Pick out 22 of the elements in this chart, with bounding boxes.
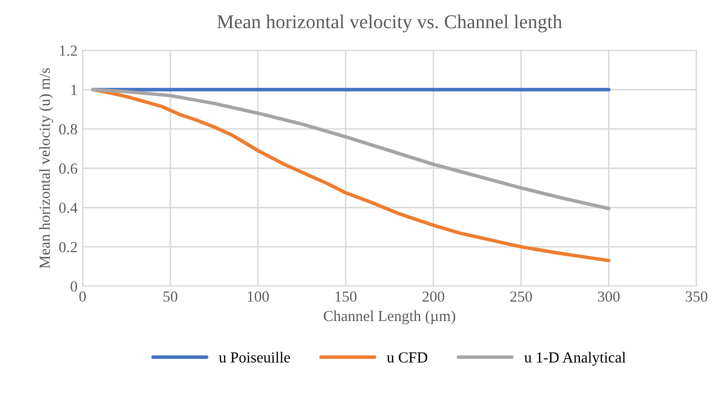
x-tick-label: 150 (336, 291, 357, 302)
y-tick-label: 0 (70, 281, 78, 292)
y-tick-label: 0.6 (59, 163, 78, 174)
y-tick-label: 1 (71, 84, 77, 95)
x-tick-label: 0 (79, 291, 86, 302)
y-tick-label: 0.8 (59, 124, 78, 134)
legend-label: u Poiseuille (218, 352, 290, 363)
y-tick-label: 0.4 (59, 202, 78, 214)
x-tick-label: 200 (422, 291, 444, 302)
legend-label: u 1-D Analytical (524, 352, 626, 366)
y-axis-title: Mean horizontal velocity (u) m/s (39, 68, 54, 268)
x-tick-label: 50 (164, 291, 178, 302)
line-series (91, 88, 610, 210)
x-tick-label: 100 (248, 291, 269, 302)
x-tick-label: 250 (510, 291, 532, 302)
y-tick-label: 0.2 (59, 242, 77, 252)
x-axis-title: Channel Length (µm) (324, 310, 456, 324)
legend-label: u CFD (386, 352, 428, 363)
chart-title: Mean horizontal velocity vs. Channel length (217, 14, 562, 32)
y-tick-label: 1.2 (60, 46, 77, 56)
x-tick-label: 350 (686, 291, 708, 302)
x-tick-label: 300 (598, 291, 620, 302)
